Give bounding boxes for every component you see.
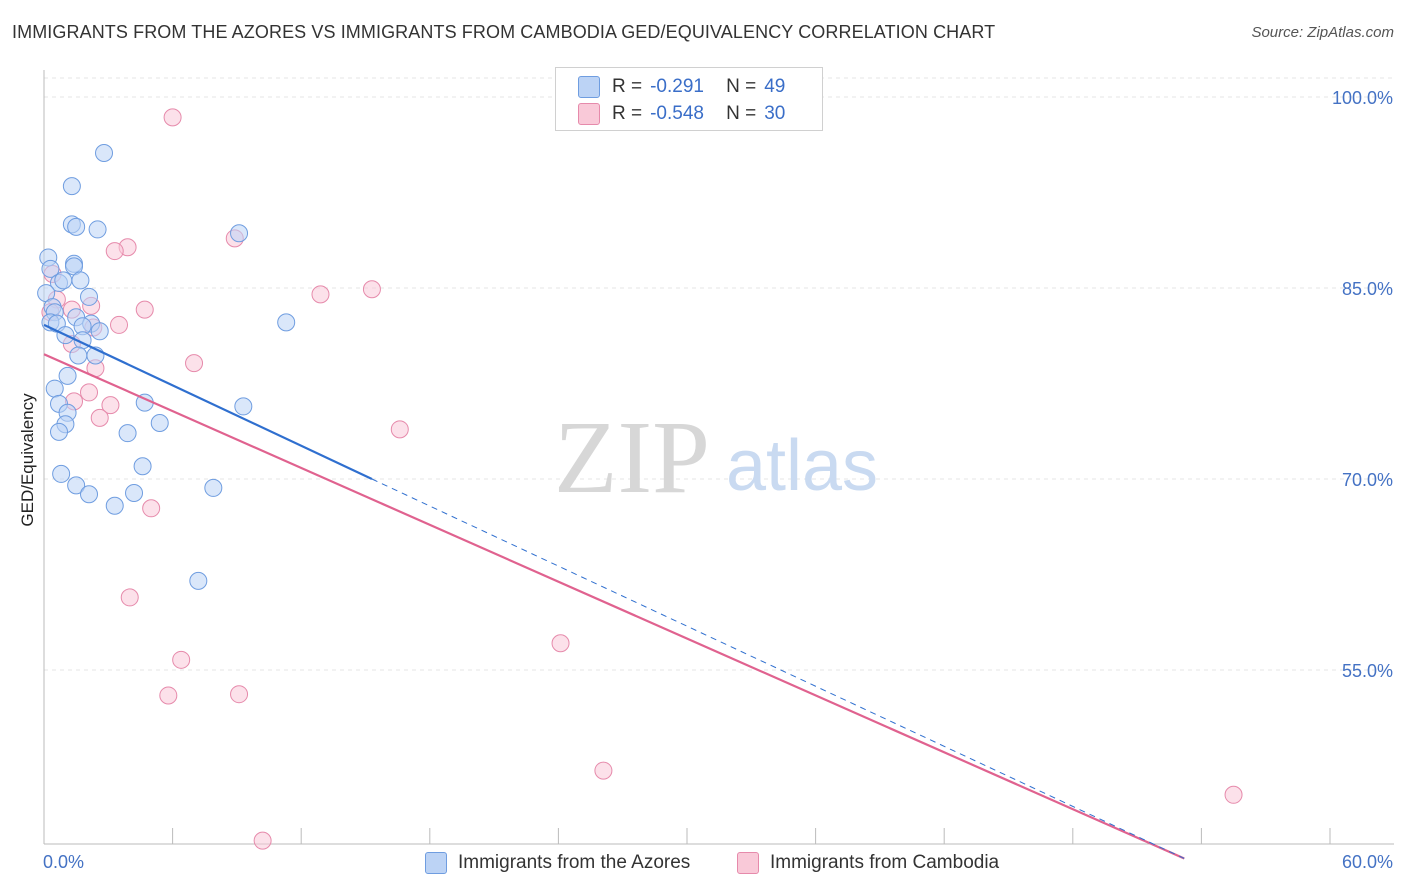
- legend-r-key: R =: [612, 103, 643, 124]
- cambodia-point: [551, 634, 570, 653]
- azores-point: [80, 287, 99, 306]
- cambodia-point: [105, 242, 124, 261]
- azores-trend-line: [43, 323, 373, 480]
- legend-n-key: N =: [726, 76, 757, 97]
- legend-r-key: R =: [612, 76, 643, 97]
- correlation-legend: R = -0.291 N = 49 R = -0.548 N = 30: [555, 67, 823, 131]
- cambodia-point: [594, 761, 613, 780]
- legend-item-cambodia[interactable]: Immigrants from Cambodia: [737, 852, 999, 874]
- legend-swatch-azores: [578, 76, 600, 98]
- legend-r-value: -0.548: [650, 103, 704, 124]
- azores-point: [41, 259, 60, 278]
- azores-point: [189, 571, 208, 590]
- cambodia-point: [163, 108, 182, 127]
- y-tick-label: 100.0%: [1332, 88, 1393, 108]
- legend-label-azores: Immigrants from the Azores: [458, 852, 691, 873]
- azores-point: [95, 144, 114, 163]
- legend-swatch-cambodia: [578, 103, 600, 125]
- cambodia-trend-line: [43, 353, 1185, 860]
- cambodia-point: [80, 383, 99, 402]
- legend-n-key: N =: [726, 103, 757, 124]
- azores-point: [88, 220, 107, 239]
- legend-item-azores[interactable]: Immigrants from the Azores: [425, 852, 690, 874]
- azores-point: [234, 397, 253, 416]
- cambodia-point: [110, 315, 129, 334]
- watermark: ZIP atlas: [554, 400, 878, 515]
- cambodia-point: [253, 831, 272, 850]
- legend-swatch-azores: [425, 852, 447, 874]
- azores-point: [45, 379, 64, 398]
- azores-point: [58, 366, 77, 385]
- azores-point: [150, 413, 169, 432]
- cambodia-point: [135, 300, 154, 319]
- x-tick-label-min: 0.0%: [43, 852, 85, 872]
- legend-r-value: -0.291: [650, 76, 704, 97]
- azores-point: [62, 177, 81, 196]
- cambodia-point: [142, 499, 161, 518]
- azores-point: [67, 217, 86, 236]
- trend-lines: [43, 323, 1185, 860]
- y-tick-label: 70.0%: [1342, 470, 1393, 490]
- source-label: Source: ZipAtlas.com: [1251, 24, 1394, 41]
- azores-point: [204, 478, 223, 497]
- azores-point: [50, 422, 69, 441]
- cambodia-point: [390, 420, 409, 439]
- azores-point: [71, 271, 90, 290]
- azores-point: [230, 224, 249, 243]
- cambodia-point: [311, 285, 330, 304]
- series-azores-points: [37, 144, 296, 590]
- watermark-zip: ZIP: [554, 400, 710, 515]
- cambodia-point: [101, 396, 120, 415]
- cambodia-point: [230, 685, 249, 704]
- y-tick-labels: 100.0% 85.0% 70.0% 55.0%: [1332, 88, 1393, 681]
- azores-point: [133, 457, 152, 476]
- cambodia-point: [362, 280, 381, 299]
- legend-n-value: 30: [764, 103, 786, 124]
- azores-point: [52, 464, 71, 483]
- cambodia-point: [159, 686, 178, 705]
- azores-trend-extension: [371, 478, 1185, 859]
- axes: [43, 70, 1394, 845]
- legend-n-value: 49: [764, 76, 786, 97]
- chart-title: IMMIGRANTS FROM THE AZORES VS IMMIGRANTS…: [12, 22, 996, 42]
- series-legend: Immigrants from the Azores Immigrants fr…: [0, 852, 1406, 878]
- cambodia-point: [185, 354, 204, 373]
- y-tick-label: 55.0%: [1342, 661, 1393, 681]
- azores-point: [67, 476, 86, 495]
- azores-point: [69, 346, 88, 365]
- azores-point: [125, 484, 144, 503]
- y-tick-label: 85.0%: [1342, 279, 1393, 299]
- legend-label-cambodia: Immigrants from Cambodia: [770, 852, 1000, 873]
- legend-swatch-cambodia: [737, 852, 759, 874]
- azores-point: [90, 322, 109, 341]
- watermark-atlas: atlas: [726, 426, 878, 506]
- azores-point: [118, 424, 137, 443]
- cambodia-point: [172, 650, 191, 669]
- grid: [44, 77, 1394, 671]
- legend-row-azores: R = -0.291 N = 49: [578, 74, 785, 100]
- legend-row-cambodia: R = -0.548 N = 30: [578, 101, 785, 127]
- azores-point: [105, 496, 124, 515]
- azores-point: [277, 313, 296, 332]
- cambodia-point: [1224, 785, 1243, 804]
- cambodia-point: [120, 588, 139, 607]
- azores-point: [54, 271, 73, 290]
- cambodia-point: [90, 408, 109, 427]
- x-tick-label-max: 60.0%: [1341, 852, 1393, 872]
- azores-point: [80, 485, 99, 504]
